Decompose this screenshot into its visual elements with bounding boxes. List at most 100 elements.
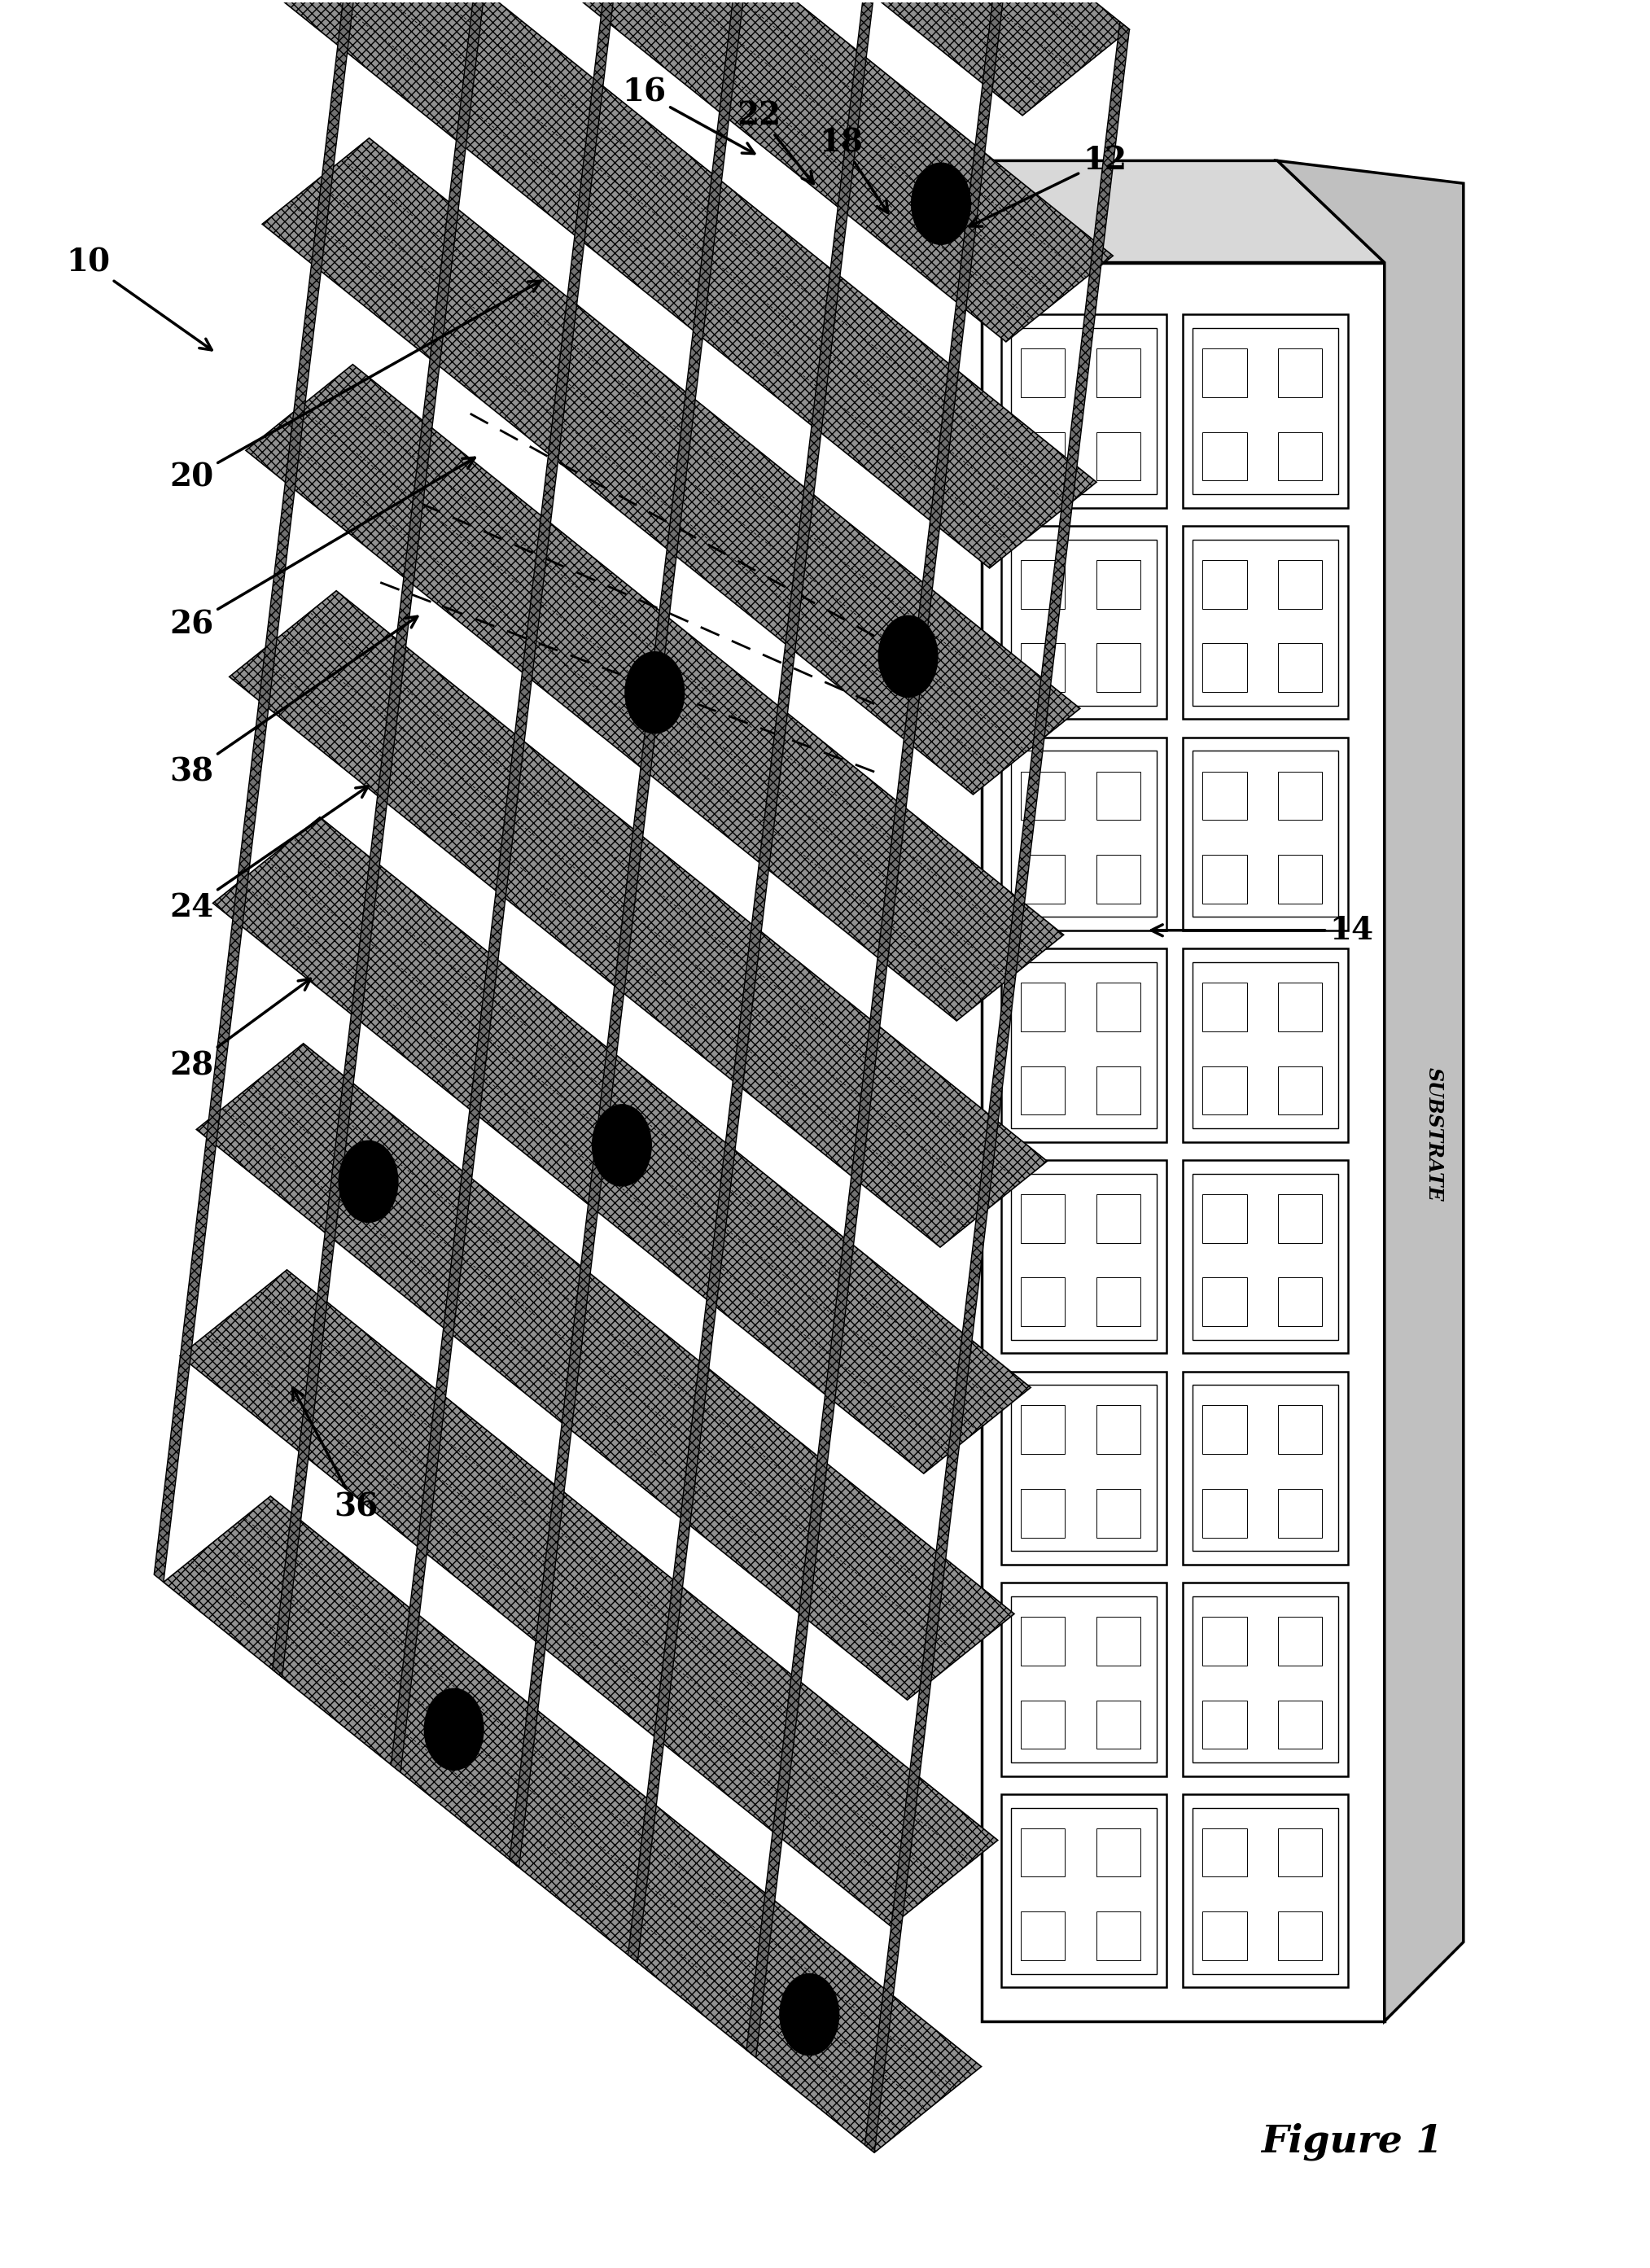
Bar <box>1021 982 1064 1032</box>
Bar <box>1203 1617 1247 1665</box>
Bar <box>1279 982 1322 1032</box>
Bar <box>1002 1372 1167 1565</box>
Bar <box>1096 1828 1140 1878</box>
Bar <box>1279 1701 1322 1749</box>
Bar <box>1279 771 1322 821</box>
Bar <box>1002 526 1167 719</box>
Bar <box>1203 433 1247 481</box>
Bar <box>1203 349 1247 397</box>
Bar <box>1096 1617 1140 1665</box>
Bar <box>1096 1912 1140 1960</box>
Bar <box>1203 982 1247 1032</box>
Polygon shape <box>1277 161 1464 2021</box>
Text: 16: 16 <box>622 77 754 154</box>
Bar <box>1002 315 1167 508</box>
Bar <box>1011 1597 1157 1762</box>
Bar <box>1279 644 1322 692</box>
Text: 26: 26 <box>170 458 475 640</box>
Bar <box>1021 1617 1064 1665</box>
Bar <box>1203 560 1247 608</box>
Bar <box>1021 1912 1064 1960</box>
Bar <box>1193 1808 1338 1973</box>
Bar <box>1002 1159 1167 1354</box>
Bar <box>1279 855 1322 903</box>
Text: Figure 1: Figure 1 <box>1261 2123 1442 2159</box>
Bar <box>1011 1386 1157 1551</box>
Bar <box>1279 1488 1322 1538</box>
Polygon shape <box>295 0 1114 342</box>
Bar <box>1096 982 1140 1032</box>
Bar <box>1096 1066 1140 1116</box>
Polygon shape <box>246 365 1064 1021</box>
Text: 12: 12 <box>970 145 1127 227</box>
Bar <box>1096 855 1140 903</box>
Bar <box>1096 644 1140 692</box>
Bar <box>1203 1488 1247 1538</box>
Circle shape <box>780 1973 838 2055</box>
Polygon shape <box>629 0 893 1962</box>
Bar <box>1279 1195 1322 1243</box>
Bar <box>1096 433 1140 481</box>
Polygon shape <box>213 816 1031 1474</box>
Bar <box>1011 540 1157 705</box>
Polygon shape <box>153 0 419 1583</box>
Polygon shape <box>272 0 536 1678</box>
Bar <box>1021 644 1064 692</box>
Bar <box>1279 1406 1322 1454</box>
Bar <box>1096 1488 1140 1538</box>
Bar <box>1021 1701 1064 1749</box>
Polygon shape <box>312 0 1129 116</box>
Text: 20: 20 <box>170 281 541 492</box>
Bar <box>1193 1386 1338 1551</box>
Circle shape <box>592 1105 652 1186</box>
Bar <box>1203 1406 1247 1454</box>
Bar <box>1021 771 1064 821</box>
Bar <box>1279 560 1322 608</box>
Bar <box>1011 329 1157 494</box>
Circle shape <box>338 1141 398 1222</box>
Bar <box>1193 751 1338 916</box>
Text: 22: 22 <box>738 100 813 184</box>
Bar <box>1096 349 1140 397</box>
Bar <box>1002 948 1167 1141</box>
Text: 14: 14 <box>1152 914 1373 946</box>
Bar <box>1183 1794 1348 1987</box>
Bar <box>1002 1583 1167 1776</box>
Bar <box>1203 771 1247 821</box>
Polygon shape <box>229 590 1048 1247</box>
Circle shape <box>878 615 937 696</box>
Bar <box>1193 540 1338 705</box>
Bar <box>1183 1583 1348 1776</box>
Bar <box>1203 1828 1247 1878</box>
Bar <box>1021 349 1064 397</box>
Circle shape <box>424 1690 483 1769</box>
Bar <box>1183 526 1348 719</box>
Bar <box>1203 1277 1247 1327</box>
Bar <box>1203 1066 1247 1116</box>
Bar <box>1183 315 1348 508</box>
Text: 38: 38 <box>170 617 417 787</box>
Circle shape <box>911 163 970 245</box>
Bar <box>1203 855 1247 903</box>
Bar <box>1096 1406 1140 1454</box>
Bar <box>1279 1277 1322 1327</box>
Polygon shape <box>163 1497 982 2152</box>
Polygon shape <box>180 1270 998 1926</box>
Polygon shape <box>196 1043 1015 1701</box>
Bar <box>1002 737 1167 930</box>
Bar <box>1096 1195 1140 1243</box>
Text: SUBSTRATE: SUBSTRATE <box>1424 1066 1444 1202</box>
Bar <box>1203 1912 1247 1960</box>
Polygon shape <box>279 0 1097 567</box>
Bar <box>1183 737 1348 930</box>
Bar <box>1279 1617 1322 1665</box>
Bar <box>1279 433 1322 481</box>
Circle shape <box>625 651 685 733</box>
Bar <box>1021 1066 1064 1116</box>
Bar <box>1021 1277 1064 1327</box>
Bar <box>1183 948 1348 1141</box>
Text: 18: 18 <box>820 127 888 213</box>
Bar <box>1193 1173 1338 1340</box>
Bar <box>1002 1794 1167 1987</box>
Bar <box>1279 1912 1322 1960</box>
